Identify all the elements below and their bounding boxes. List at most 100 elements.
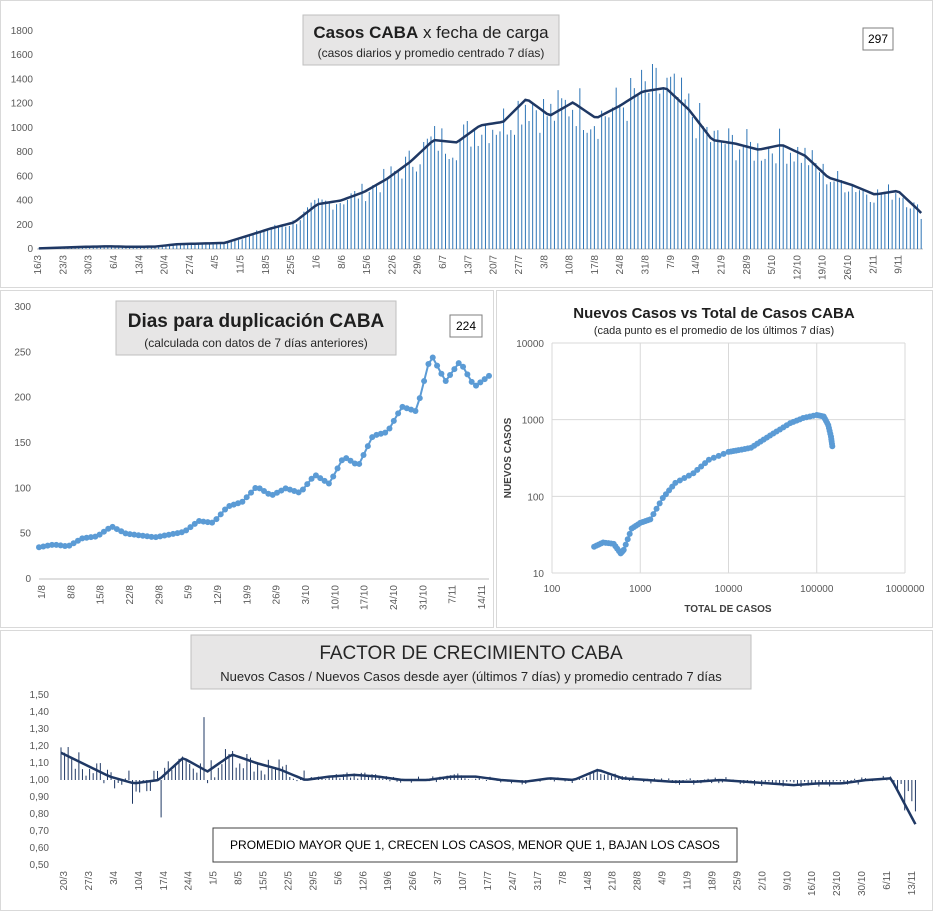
x-tick-label: 20/4 [160,255,171,275]
y-tick-label: 1,10 [30,758,50,769]
doubling-days-chart: 0 50 100 150 200 250 300 1/8 8/8 15/8 22/8 29/8 5/9 1… [14,300,492,610]
x-tick-label: 17/10 [360,585,371,610]
x-tick-label: 20/3 [59,871,70,891]
x-tick-label: 25/5 [286,255,297,275]
x-tick-label: 9/10 [782,871,793,891]
x-tick-label: 8/6 [337,255,348,269]
y-tick-label: 0,60 [30,843,50,854]
avg-line [38,87,923,250]
scatter-point [690,470,697,477]
x-tick-label: 24/7 [508,871,519,891]
x-tick-label: 4/5 [210,255,221,269]
scatter-point [620,546,627,553]
y-tick-label: 0,80 [30,809,50,820]
chart-subtitle: (cada punto es el promedio de los último… [594,325,834,337]
y-tick-label: 10 [533,569,545,580]
scatter-point [624,536,631,543]
doubling-point [321,477,328,484]
x-tick-label: 22/5 [283,871,294,891]
doubling-point [425,361,432,368]
x-tick-label: 9/11 [894,255,905,274]
x-tick-label: 6/4 [109,255,120,269]
x-tick-label: 24/10 [389,585,400,610]
scatter-point [720,450,727,457]
x-tick-label: 10/8 [565,255,576,275]
y-tick-label: 10000 [516,339,544,350]
x-tick-label: 12/9 [213,585,224,605]
doubling-point [395,410,402,417]
title-box [190,634,752,690]
x-tick-label: 1/6 [311,255,322,269]
x-tick-label: 6/7 [438,255,449,269]
doubling-point [334,465,341,472]
y-tick-label: 1,40 [30,707,50,718]
x-tick-label: 10000 [715,584,743,595]
y-tick-label: 0 [27,244,33,255]
y-tick-label: 600 [16,171,33,182]
x-tick-label: 3/7 [433,871,444,885]
y-tick-label: 0 [25,574,31,585]
x-tick-label: 13/4 [134,255,145,275]
x-tick-label: 22/8 [125,585,136,605]
note-box [212,827,738,863]
new-vs-total-chart: 10 100 1000 10000 100 1000 10000 100000 1000000 N… [503,305,925,615]
doubling-point [317,475,324,482]
x-tick-label: 100 [544,584,561,595]
x-tick-label: 30/3 [84,255,95,275]
x-tick-label: 11/5 [236,255,247,274]
x-tick-label: 7/11 [448,585,459,604]
doubling-point [347,457,354,464]
x-tick-label: 3/10 [301,585,312,605]
x-tick-label: 8/5 [234,871,245,885]
y-tick-label: 150 [14,438,31,449]
x-tick-label: 18/5 [261,255,272,275]
doubling-point [390,417,397,424]
y-tick-label: 400 [16,196,33,207]
x-tick-label: 4/9 [658,871,669,885]
scatter-point [626,530,633,537]
x-tick-label: 13/7 [463,255,474,275]
doubling-point [429,354,436,361]
x-tick-label: 23/10 [832,871,843,896]
y-tick-label: 200 [14,393,31,404]
x-tick-label: 29/5 [308,871,319,891]
scatter-point [647,516,654,523]
y-tick-label: 1400 [11,74,34,85]
doubling-point [330,473,337,480]
chart-title: Nuevos Casos vs Total de Casos CABA [573,305,855,322]
scatter-point [653,505,660,512]
y-tick-label: 300 [14,302,31,313]
x-tick-label: 25/9 [732,871,743,891]
scatter-point [676,477,683,484]
growth-factor-chart: 0,50 0,60 0,70 0,80 0,90 1,00 1,10 1,20 1,30 1,40… [30,634,918,896]
doubling-point [222,506,229,513]
title-box [302,14,560,66]
x-tick-label: 16/3 [33,255,44,275]
doubling-point [217,511,224,518]
y-tick-label: 0,70 [30,826,50,837]
doubling-point [209,519,216,526]
x-tick-label: 20/7 [489,255,500,275]
doubling-point [252,485,259,492]
daily-cases-chart: 0 200 400 600 800 1000 1200 1400 1600 1800 16/3 23/… [11,14,923,280]
y-tick-label: 100 [527,492,544,503]
y-tick-label: 1000 [11,123,34,134]
doubling-point [481,376,488,383]
x-tick-label: 27/7 [514,255,525,275]
doubling-point [61,542,68,549]
x-tick-label: 15/5 [259,871,270,891]
doubling-point [213,516,220,523]
new-vs-total-panel: 10 100 1000 10000 100 1000 10000 100000 1000000 N… [496,290,933,628]
doubling-point [295,489,302,496]
y-tick-label: 250 [14,347,31,358]
scatter-point [715,452,722,459]
scatter-point [656,500,663,507]
doubling-point [351,460,358,467]
x-tick-label: 5/10 [767,255,778,275]
x-tick-label: 28/8 [633,871,644,891]
x-tick-label: 5/6 [333,871,344,885]
doubling-point [100,528,107,535]
y-tick-label: 1600 [11,50,34,61]
x-tick-label: 27/4 [185,255,196,275]
x-tick-label: 1000000 [886,584,925,595]
